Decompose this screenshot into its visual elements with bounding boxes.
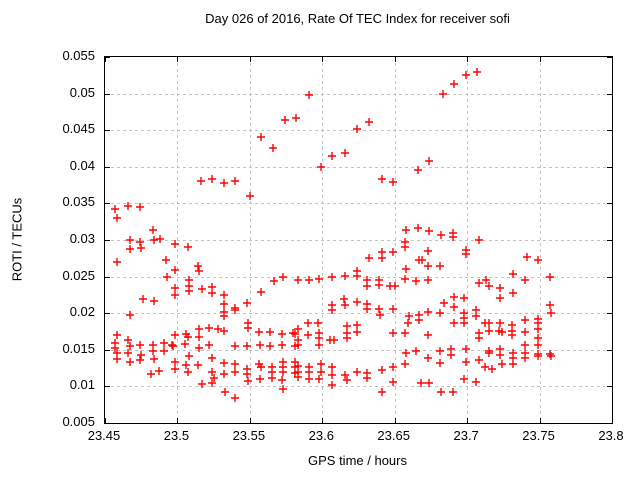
- x-tick-label-23.75: 23.75: [522, 428, 555, 443]
- plot-canvas: [105, 57, 612, 423]
- plot-area: [104, 56, 613, 424]
- chart-title: Day 026 of 2016, Rate Of TEC Index for r…: [205, 11, 510, 26]
- x-tick-label-23.5: 23.5: [163, 428, 190, 443]
- x-tick-label-23.45: 23.45: [87, 428, 121, 443]
- y-tick-label-0.045: 0.045: [62, 121, 95, 137]
- x-axis-label: GPS time / hours: [308, 453, 407, 468]
- x-tick-label-23.6: 23.6: [308, 428, 334, 443]
- y-tick-label-0.005: 0.005: [62, 414, 95, 429]
- y-tick-label-0.02: 0.02: [69, 304, 95, 320]
- y-tick-label-0.025: 0.025: [62, 267, 95, 283]
- y-tick-label-0.035: 0.035: [62, 194, 95, 210]
- x-tick-label-23.65: 23.65: [377, 428, 410, 443]
- y-tick-label-0.01: 0.01: [69, 377, 95, 393]
- y-tick-label-0.015: 0.015: [62, 340, 95, 356]
- x-tick-label-23.55: 23.55: [232, 428, 266, 443]
- x-tick-label-23.7: 23.7: [453, 428, 479, 443]
- y-tick-label-0.055: 0.055: [62, 48, 95, 63]
- scatter-points: [111, 68, 555, 402]
- x-tick-label-23.8: 23.8: [598, 428, 624, 443]
- y-tick-label-0.03: 0.03: [69, 231, 95, 246]
- y-tick-label-0.04: 0.04: [69, 157, 95, 173]
- y-tick-label-0.05: 0.05: [69, 84, 95, 100]
